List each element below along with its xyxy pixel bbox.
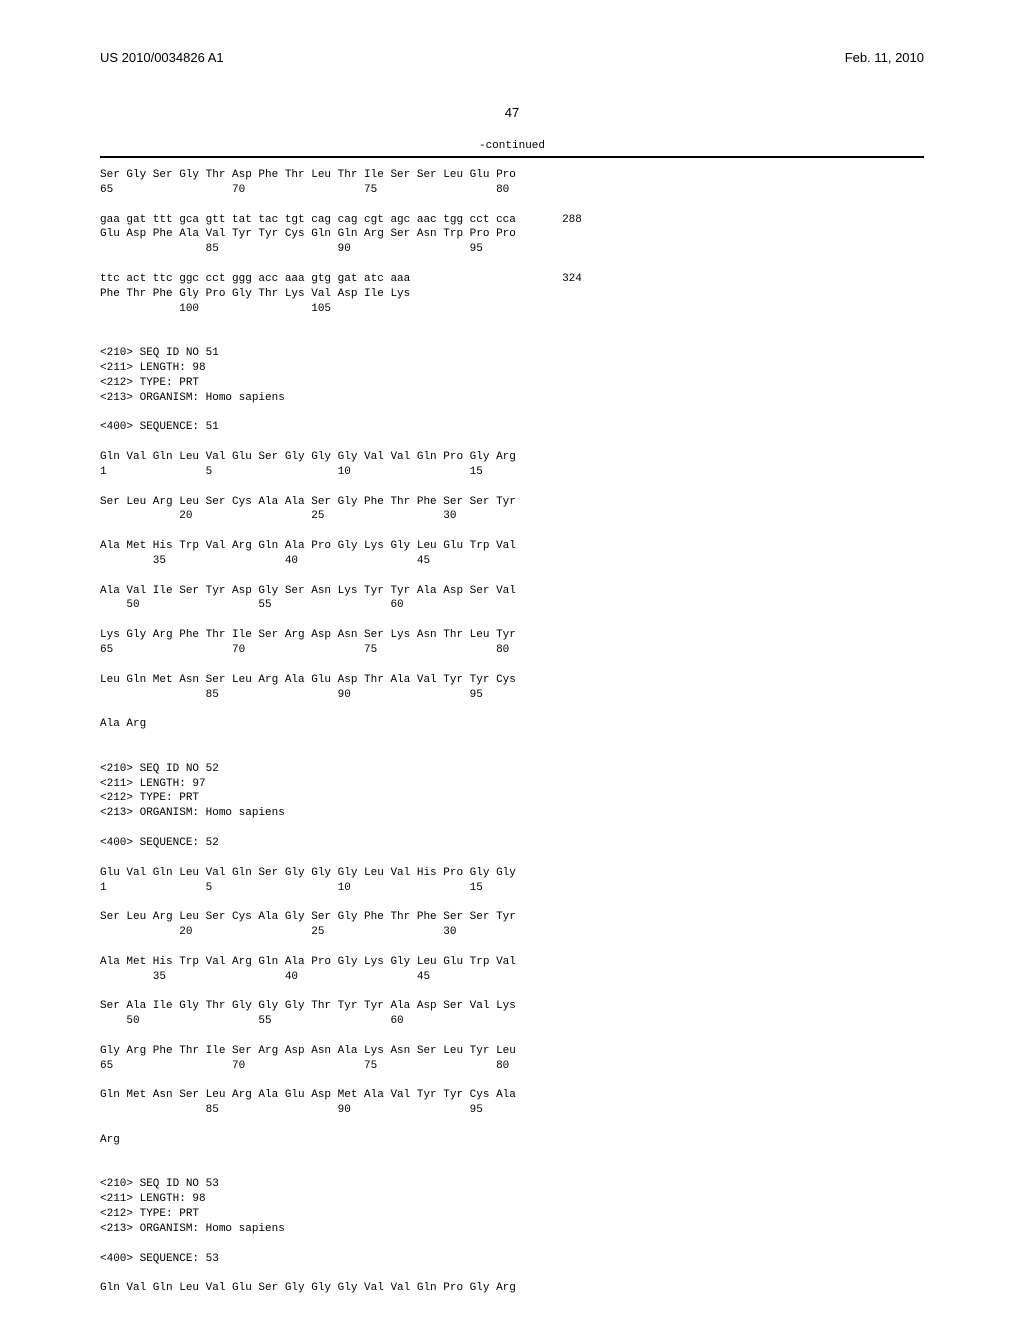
page-number: 47: [100, 105, 924, 120]
publication-date: Feb. 11, 2010: [845, 50, 924, 65]
publication-number: US 2010/0034826 A1: [100, 50, 224, 65]
continued-label: -continued: [100, 140, 924, 152]
header: US 2010/0034826 A1 Feb. 11, 2010: [100, 50, 924, 65]
sequence-listing: Ser Gly Ser Gly Thr Asp Phe Thr Leu Thr …: [100, 168, 924, 1296]
divider-line: [100, 156, 924, 158]
